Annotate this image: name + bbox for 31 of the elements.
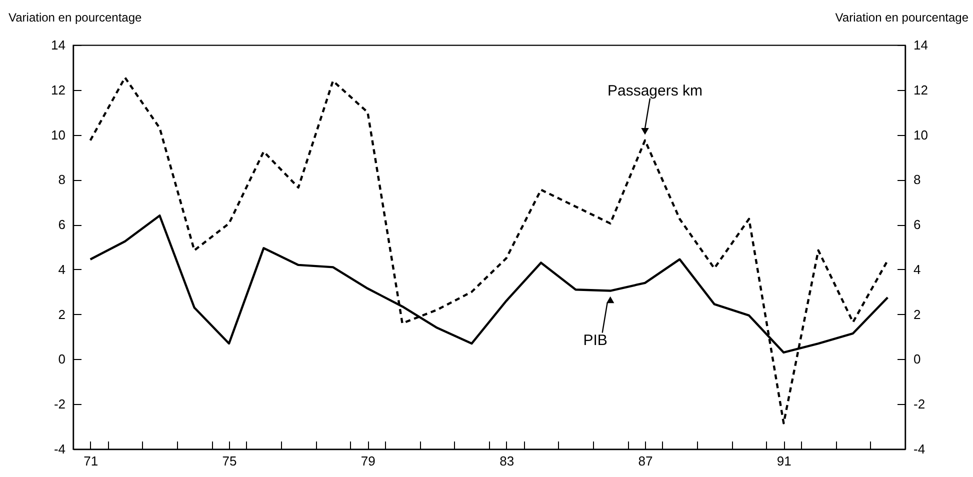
y-tick-label: 6	[58, 217, 66, 232]
y2-tick-label: -2	[914, 396, 926, 412]
y-tick-label: 12	[51, 82, 66, 98]
y2-tick-label: 4	[914, 262, 921, 277]
y2-tick-label: -4	[914, 442, 926, 456]
y2-tick-label: 14	[914, 38, 928, 52]
annotation: Passagers km	[607, 82, 703, 100]
y2-axis-title: Variation en pourcentage	[835, 10, 969, 24]
x-tick-label: 75	[222, 454, 237, 468]
y-tick-label: 4	[58, 262, 66, 277]
y2-tick-label: 12	[914, 82, 928, 98]
y-tick-label: 10	[51, 127, 66, 142]
x-tick-label: 79	[360, 454, 376, 468]
x-tick-label: 83	[500, 454, 514, 468]
y-tick-label: 14	[51, 38, 66, 52]
x-tick-label: 71	[84, 454, 98, 468]
y2-tick-label: 10	[914, 127, 928, 142]
y-tick-label: -4	[54, 442, 66, 456]
line-series	[89, 76, 889, 424]
y2-tick-label: 0	[914, 352, 921, 367]
y2-tick-label: 8	[914, 172, 921, 188]
y-tick-label: 8	[58, 172, 66, 188]
y-axis-title: Variation en pourcentage	[8, 10, 142, 24]
y-tick-label: 0	[58, 352, 66, 367]
y2-tick-label: 6	[914, 217, 921, 232]
y-tick-label: 2	[58, 306, 66, 322]
y2-tick-label: 2	[914, 306, 921, 322]
y-tick-label: -2	[54, 396, 66, 412]
x-tick-label: 91	[776, 454, 792, 468]
annotation: PIB	[583, 332, 608, 349]
x-tick-label: 87	[638, 454, 653, 468]
